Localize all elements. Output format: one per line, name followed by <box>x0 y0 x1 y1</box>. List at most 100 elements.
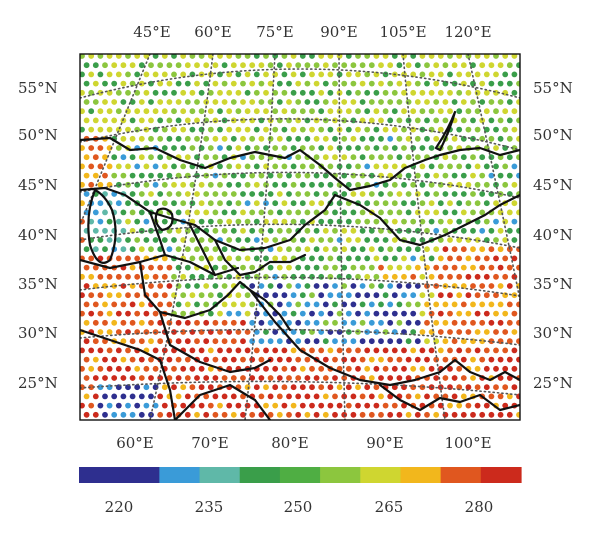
data-dot <box>138 172 145 179</box>
data-dot <box>304 393 311 400</box>
data-dot <box>129 411 136 418</box>
data-dot <box>341 191 348 197</box>
data-dot <box>189 126 196 133</box>
data-dot <box>502 255 509 262</box>
data-dot <box>295 393 302 400</box>
data-dot <box>322 172 329 179</box>
data-dot <box>309 108 315 115</box>
data-dot <box>244 218 251 225</box>
data-dot <box>83 62 90 69</box>
data-dot <box>143 329 150 335</box>
data-dot <box>419 200 426 207</box>
data-dot <box>364 237 371 243</box>
data-dot <box>148 135 154 142</box>
data-dot <box>171 71 177 78</box>
data-dot <box>396 283 403 289</box>
data-dot <box>249 375 256 381</box>
data-dot <box>157 172 164 179</box>
data-dot <box>240 135 246 142</box>
data-dot <box>125 89 131 96</box>
data-dot <box>401 145 407 151</box>
data-dot <box>226 237 233 243</box>
data-dot <box>244 145 251 151</box>
data-dot <box>92 246 99 253</box>
data-dot <box>474 329 481 335</box>
data-dot <box>226 163 233 170</box>
colorbar-segment <box>360 467 402 483</box>
data-dot <box>138 227 145 234</box>
data-dot <box>327 255 334 262</box>
data-dot <box>180 292 187 299</box>
data-dot <box>378 62 384 69</box>
data-dot <box>230 62 237 69</box>
map-frame <box>79 53 521 421</box>
data-dot <box>276 264 283 271</box>
data-dot <box>184 117 191 124</box>
data-dot <box>368 338 375 345</box>
graticule <box>80 54 520 420</box>
data-dot <box>88 71 95 78</box>
data-dot <box>138 411 145 418</box>
data-dot <box>92 319 99 326</box>
data-dot <box>249 117 256 124</box>
data-dot <box>442 338 449 345</box>
data-dot <box>97 145 104 151</box>
data-dot <box>207 89 214 96</box>
data-dot <box>258 135 265 142</box>
data-dot <box>447 237 453 243</box>
data-dot <box>102 356 108 363</box>
data-dot <box>488 264 495 271</box>
data-dot <box>198 108 205 115</box>
colorbar-tick-labels: 220 235 250 265 280 <box>105 498 494 516</box>
data-dot <box>125 71 131 78</box>
data-dot <box>272 292 279 299</box>
data-dot <box>161 71 168 78</box>
data-dot <box>148 283 154 289</box>
data-dot <box>387 301 394 308</box>
data-dot <box>506 356 513 363</box>
data-dot <box>506 135 513 142</box>
data-dot <box>143 89 150 96</box>
data-dot <box>194 62 200 69</box>
data-dot <box>391 163 398 170</box>
data-dot <box>502 108 509 115</box>
data-dot <box>309 237 315 243</box>
data-dot <box>299 54 306 59</box>
data-dot <box>184 99 191 105</box>
data-dot <box>267 209 274 216</box>
data-dot <box>359 393 366 400</box>
data-dot <box>428 181 435 188</box>
data-dot <box>493 218 499 225</box>
data-dot <box>332 283 338 289</box>
data-dot <box>134 163 141 170</box>
data-dot <box>290 89 297 96</box>
left-lat-label: 30°N <box>18 324 58 342</box>
data-dot <box>493 237 499 243</box>
data-dot <box>497 62 504 69</box>
data-dot <box>235 89 242 96</box>
data-dot <box>80 218 85 225</box>
data-dot <box>83 301 90 308</box>
data-dot <box>336 402 343 409</box>
data-dot <box>373 163 380 170</box>
data-dot <box>359 227 366 234</box>
data-dot <box>161 384 168 391</box>
data-dot <box>143 402 150 409</box>
data-dot <box>221 246 228 253</box>
data-dot <box>309 347 315 354</box>
data-dot <box>327 126 334 133</box>
data-dot <box>111 356 118 363</box>
data-dot <box>129 191 136 197</box>
data-dot <box>171 200 177 207</box>
data-dot <box>313 154 320 161</box>
data-dot <box>350 154 357 161</box>
data-dot <box>442 99 449 105</box>
data-dot <box>332 319 338 326</box>
data-dot <box>240 264 246 271</box>
data-dot <box>184 356 191 363</box>
data-dot <box>281 54 288 59</box>
data-dot <box>240 319 246 326</box>
data-dot <box>138 99 145 105</box>
data-dot <box>387 135 394 142</box>
data-dot <box>414 117 421 124</box>
